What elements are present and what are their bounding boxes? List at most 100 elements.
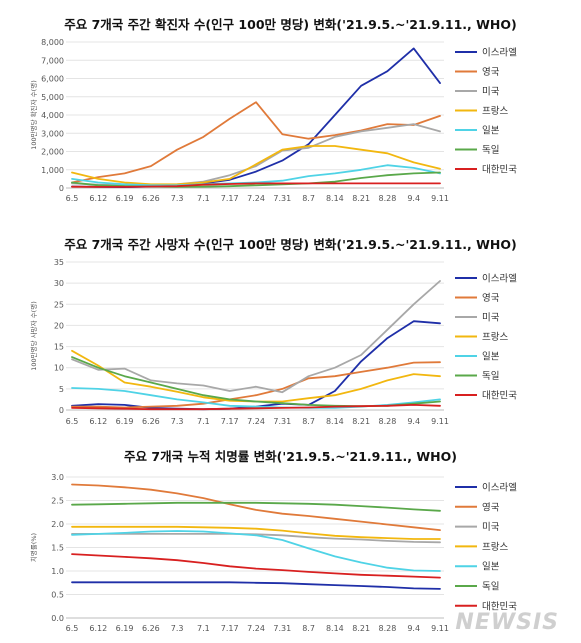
y-tick-label: 3,000 — [41, 129, 64, 138]
legend-label: 프랑스 — [482, 105, 508, 117]
y-tick-label: 8,000 — [41, 38, 64, 47]
x-tick-label: 7.17 — [221, 194, 239, 203]
series-line — [71, 101, 441, 184]
y-tick-label: 35 — [54, 258, 64, 267]
legend-label: 프랑스 — [482, 331, 508, 343]
x-tick-label: 6.19 — [116, 194, 134, 203]
series-line — [71, 525, 441, 540]
x-tick-label: 8.14 — [326, 624, 344, 633]
series-line — [71, 553, 441, 579]
x-tick-label: 7.31 — [273, 624, 291, 633]
x-tick-label: 6.12 — [89, 417, 107, 426]
x-tick-label: 7.3 — [171, 624, 184, 633]
y-tick-label: 0 — [59, 406, 64, 415]
x-tick-label: 6.12 — [89, 624, 107, 633]
x-tick-label: 7.31 — [273, 417, 291, 426]
x-tick-label: 6.19 — [116, 624, 134, 633]
legend-label: 이스라엘 — [482, 48, 517, 59]
x-tick-label: 7.17 — [221, 417, 239, 426]
legend-label: 대한민국 — [482, 165, 517, 176]
series-line — [71, 403, 441, 411]
chart-title: 주요 7개국 누적 치명률 변화('21.9.5.~'21.9.11., WHO… — [124, 449, 457, 464]
y-tick-label: 3.0 — [51, 473, 64, 482]
y-tick-label: 2,000 — [41, 148, 64, 157]
x-tick-label: 9.11 — [431, 194, 449, 203]
y-tick-label: 25 — [54, 300, 64, 309]
x-tick-label: 6.5 — [66, 417, 79, 426]
series-line — [71, 533, 441, 544]
legend-label: 일본 — [482, 352, 500, 363]
series-line — [71, 361, 441, 409]
legend-label: 독일 — [482, 145, 499, 156]
legend-label: 대한민국 — [482, 601, 517, 612]
series-line — [71, 501, 441, 512]
x-tick-label: 6.19 — [116, 417, 134, 426]
x-tick-label: 6.26 — [142, 417, 160, 426]
legend-label: 일본 — [482, 562, 500, 573]
x-tick-label: 8.21 — [352, 624, 370, 633]
legend-label: 이스라엘 — [482, 483, 517, 494]
legend-label: 프랑스 — [482, 541, 508, 553]
legend-label: 대한민국 — [482, 391, 517, 402]
y-tick-label: 4,000 — [41, 111, 64, 120]
legend-label: 영국 — [482, 502, 500, 513]
x-tick-label: 7.17 — [221, 624, 239, 633]
legend-label: 일본 — [482, 126, 500, 137]
y-tick-label: 20 — [54, 321, 64, 330]
x-tick-label: 8.7 — [302, 417, 315, 426]
y-tick-label: 15 — [54, 343, 64, 352]
x-tick-label: 8.28 — [379, 417, 397, 426]
chart-title: 주요 7개국 주간 확진자 수(인구 100만 명당) 변화('21.9.5.~… — [64, 17, 517, 32]
x-tick-label: 7.24 — [247, 624, 265, 633]
y-tick-label: 1.0 — [51, 567, 64, 576]
y-tick-label: 6,000 — [41, 75, 64, 84]
x-tick-label: 9.11 — [431, 417, 449, 426]
chart-svg: 0 1,000 2,000 3,000 4,000 5,000 6,000 7,000 8,00… — [29, 38, 517, 203]
series-line — [71, 145, 441, 186]
chart-weekly-cases: 주요 7개국 주간 확진자 수(인구 100만 명당) 변화('21.9.5.~… — [0, 0, 581, 210]
x-tick-label: 8.14 — [326, 417, 344, 426]
chart-title: 주요 7개국 주간 사망자 수(인구 100만 명당) 변화('21.9.5.~… — [64, 237, 517, 252]
legend-label: 이스라엘 — [482, 274, 517, 285]
y-tick-label: 2.0 — [51, 520, 64, 529]
x-tick-label: 7.3 — [171, 417, 184, 426]
legend-label: 독일 — [482, 582, 499, 593]
x-tick-label: 7.1 — [197, 417, 210, 426]
x-tick-label: 9.11 — [431, 624, 449, 633]
x-tick-label: 8.28 — [379, 624, 397, 633]
legend-label: 미국 — [482, 522, 500, 533]
y-tick-label: 1.5 — [51, 544, 64, 553]
x-tick-label: 7.3 — [171, 194, 184, 203]
x-tick-label: 9.4 — [407, 624, 420, 633]
x-tick-label: 8.14 — [326, 194, 344, 203]
y-tick-label: 2.5 — [51, 497, 64, 506]
y-tick-label: 10 — [54, 364, 64, 373]
chart-svg: 0 5 10 15 20 25 30 35 6.5 6.12 6.19 6.26 7.3 7.1 7.17 7… — [29, 258, 517, 426]
x-tick-label: 8.28 — [379, 194, 397, 203]
x-tick-label: 7.1 — [197, 624, 210, 633]
y-tick-label: 5 — [59, 385, 64, 394]
x-tick-label: 8.7 — [302, 194, 315, 203]
x-tick-label: 7.24 — [247, 194, 265, 203]
series-line — [71, 280, 441, 394]
chart-weekly-deaths: 주요 7개국 주간 사망자 수(인구 100만 명당) 변화('21.9.5.~… — [29, 237, 517, 426]
series-line — [71, 182, 441, 188]
legend-label: 영국 — [482, 293, 500, 304]
y-axis-label: 치명률(%) — [29, 533, 38, 562]
y-tick-label: 0 — [59, 184, 64, 193]
y-tick-label: 30 — [54, 279, 64, 288]
x-tick-label: 7.24 — [247, 417, 265, 426]
x-tick-label: 7.1 — [197, 194, 210, 203]
x-tick-label: 8.21 — [352, 417, 370, 426]
x-tick-label: 9.4 — [407, 417, 420, 426]
legend-label: 독일 — [482, 371, 499, 382]
x-tick-label: 6.5 — [66, 194, 79, 203]
y-axis-label: 100만명당 확진자 수(명) — [29, 80, 38, 149]
y-tick-label: 0.5 — [51, 591, 64, 600]
x-tick-label: 6.26 — [142, 624, 160, 633]
y-tick-label: 0.0 — [51, 614, 64, 623]
x-tick-label: 6.26 — [142, 194, 160, 203]
y-tick-label: 1,000 — [41, 166, 64, 175]
